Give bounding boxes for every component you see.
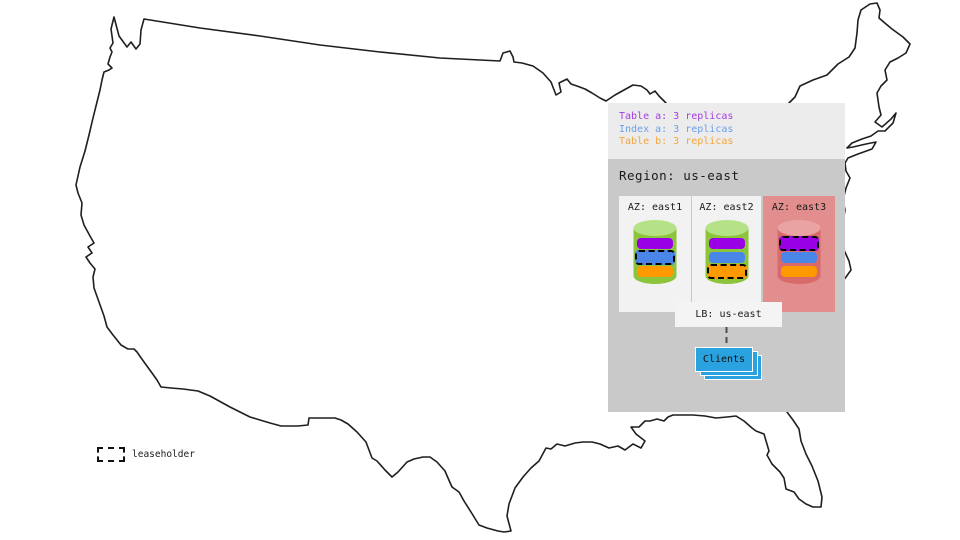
az-east1-label: AZ: east1 [627, 202, 683, 213]
replica-legend: Table a: 3 replicas Index a: 3 replicas … [608, 103, 845, 159]
leaseholder-swatch-icon [97, 447, 125, 462]
database-cylinder-east2 [705, 219, 749, 285]
replica-bar-index-a [708, 252, 745, 263]
az-east2-label: AZ: east2 [699, 202, 754, 213]
map-legend: leaseholder [97, 447, 195, 462]
az-east1: AZ: east1 [619, 196, 691, 312]
replica-bar-table-a-leaseholder [779, 236, 819, 251]
replica-bar-index-a-leaseholder [635, 250, 675, 265]
database-cylinder-east3 [777, 219, 821, 285]
database-cylinder-east1 [633, 219, 677, 285]
replica-bar-index-a [781, 252, 817, 263]
legend-item-table-b: Table b: 3 replicas [619, 136, 734, 147]
replica-bar-table-b-leaseholder [706, 264, 747, 279]
clients-stack: Clients [695, 347, 762, 380]
legend-item-index-a: Index a: 3 replicas [619, 123, 734, 135]
region-diagram-panel: Table a: 3 replicas Index a: 3 replicas … [608, 103, 845, 412]
legend-item-table-a: Table a: 3 replicas [619, 111, 734, 122]
map-legend-label: leaseholder [132, 449, 195, 460]
az-east3: AZ: east3 [763, 196, 835, 312]
replica-bar-table-a [708, 238, 745, 249]
replica-bar-table-b [781, 266, 817, 277]
replica-bar-table-a [637, 238, 673, 249]
region-title: Region: us-east [619, 168, 740, 183]
clients-box: Clients [695, 347, 753, 372]
replica-bar-table-b [637, 266, 673, 277]
region-panel: Region: us-east AZ: east1 AZ: east2 [608, 159, 845, 412]
az-east2: AZ: east2 [692, 196, 761, 312]
az-east3-label: AZ: east3 [771, 202, 827, 213]
load-balancer-box: LB: us-east [675, 302, 782, 327]
